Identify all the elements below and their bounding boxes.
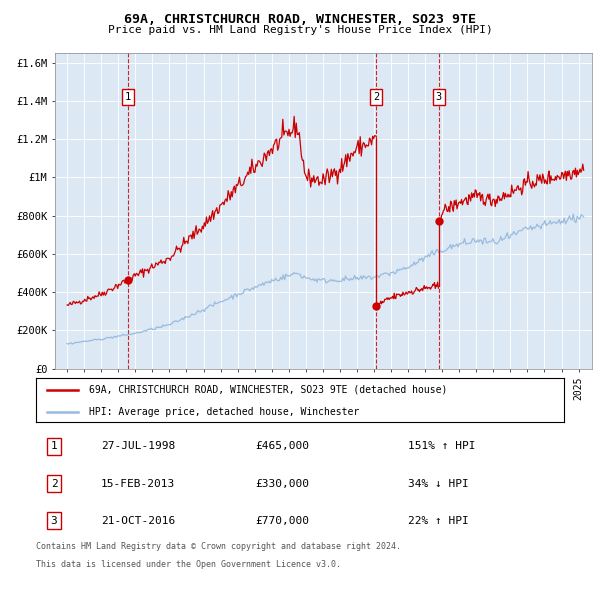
Text: 3: 3 bbox=[50, 516, 58, 526]
Text: 151% ↑ HPI: 151% ↑ HPI bbox=[408, 441, 476, 451]
Text: Price paid vs. HM Land Registry's House Price Index (HPI): Price paid vs. HM Land Registry's House … bbox=[107, 25, 493, 35]
Text: Contains HM Land Registry data © Crown copyright and database right 2024.: Contains HM Land Registry data © Crown c… bbox=[36, 542, 401, 551]
Text: £330,000: £330,000 bbox=[255, 478, 309, 489]
Text: 69A, CHRISTCHURCH ROAD, WINCHESTER, SO23 9TE (detached house): 69A, CHRISTCHURCH ROAD, WINCHESTER, SO23… bbox=[89, 385, 447, 395]
Text: 2: 2 bbox=[373, 92, 379, 102]
Text: 1: 1 bbox=[50, 441, 58, 451]
Text: 21-OCT-2016: 21-OCT-2016 bbox=[101, 516, 175, 526]
Text: 1: 1 bbox=[125, 92, 131, 102]
Text: £770,000: £770,000 bbox=[255, 516, 309, 526]
Text: HPI: Average price, detached house, Winchester: HPI: Average price, detached house, Winc… bbox=[89, 407, 359, 417]
Text: 22% ↑ HPI: 22% ↑ HPI bbox=[408, 516, 469, 526]
Text: 2: 2 bbox=[50, 478, 58, 489]
Text: 69A, CHRISTCHURCH ROAD, WINCHESTER, SO23 9TE: 69A, CHRISTCHURCH ROAD, WINCHESTER, SO23… bbox=[124, 13, 476, 26]
Text: £465,000: £465,000 bbox=[255, 441, 309, 451]
Text: This data is licensed under the Open Government Licence v3.0.: This data is licensed under the Open Gov… bbox=[36, 560, 341, 569]
Text: 3: 3 bbox=[436, 92, 442, 102]
Text: 27-JUL-1998: 27-JUL-1998 bbox=[101, 441, 175, 451]
Text: 34% ↓ HPI: 34% ↓ HPI bbox=[408, 478, 469, 489]
Text: 15-FEB-2013: 15-FEB-2013 bbox=[101, 478, 175, 489]
